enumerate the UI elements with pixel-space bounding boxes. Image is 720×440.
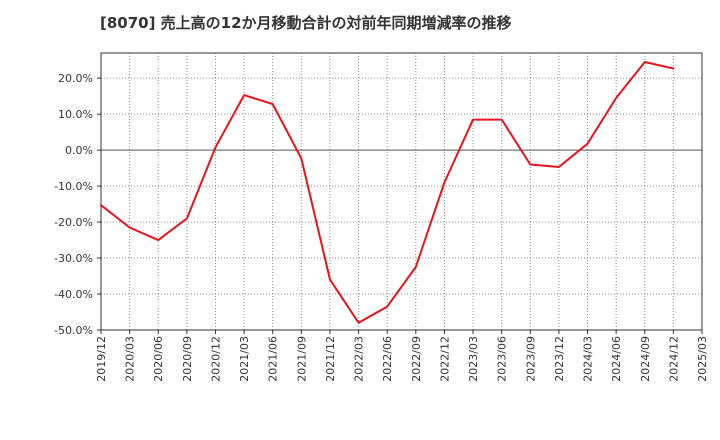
x-tick-label: 2024/06 xyxy=(610,336,623,382)
x-tick-label: 2021/03 xyxy=(238,336,251,382)
x-tick-label: 2023/12 xyxy=(553,336,566,382)
y-tick-label: -30.0% xyxy=(54,252,93,265)
x-tick-label: 2024/03 xyxy=(582,336,595,382)
y-tick-label: 20.0% xyxy=(58,72,93,85)
x-tick-label: 2020/12 xyxy=(209,336,222,382)
y-tick-label: 10.0% xyxy=(58,108,93,121)
x-tick-label: 2022/03 xyxy=(353,336,366,382)
y-tick-label: -10.0% xyxy=(54,180,93,193)
x-tick-label: 2023/06 xyxy=(496,336,509,382)
x-tick-label: 2022/06 xyxy=(381,336,394,382)
x-tick-label: 2025/03 xyxy=(696,336,709,382)
x-tick-label: 2024/09 xyxy=(639,336,652,382)
x-tick-label: 2022/09 xyxy=(410,336,423,382)
y-tick-label: -20.0% xyxy=(54,216,93,229)
x-tick-label: 2023/09 xyxy=(524,336,537,382)
y-tick-label: 0.0% xyxy=(65,144,93,157)
plot-frame xyxy=(100,52,703,331)
x-tick-label: 2021/12 xyxy=(324,336,337,382)
x-tick-label: 2021/09 xyxy=(295,336,308,382)
x-tick-label: 2023/03 xyxy=(467,336,480,382)
chart-title: [8070] 売上高の12か月移動合計の対前年同期増減率の推移 xyxy=(100,14,512,32)
x-tick-label: 2020/09 xyxy=(181,336,194,382)
x-tick-label: 2019/12 xyxy=(95,336,108,382)
series xyxy=(100,61,675,324)
y-tick-label: -40.0% xyxy=(54,288,93,301)
x-tick-label: 2020/03 xyxy=(124,336,137,382)
x-tick-label: 2021/06 xyxy=(267,336,280,382)
y-tick-label: -50.0% xyxy=(54,324,93,337)
x-tick-label: 2024/12 xyxy=(667,336,680,382)
x-tick-label: 2020/06 xyxy=(152,336,165,382)
axes xyxy=(97,52,703,334)
x-tick-label: 2022/12 xyxy=(438,336,451,382)
y-tick-labels: -50.0% -40.0% -30.0% -20.0% -10.0% 0.0% 10.0% 2… xyxy=(54,72,93,337)
x-tick-labels: 2019/12 2020/03 2020/06 2020/09 2020/12 2021/… xyxy=(95,336,709,382)
